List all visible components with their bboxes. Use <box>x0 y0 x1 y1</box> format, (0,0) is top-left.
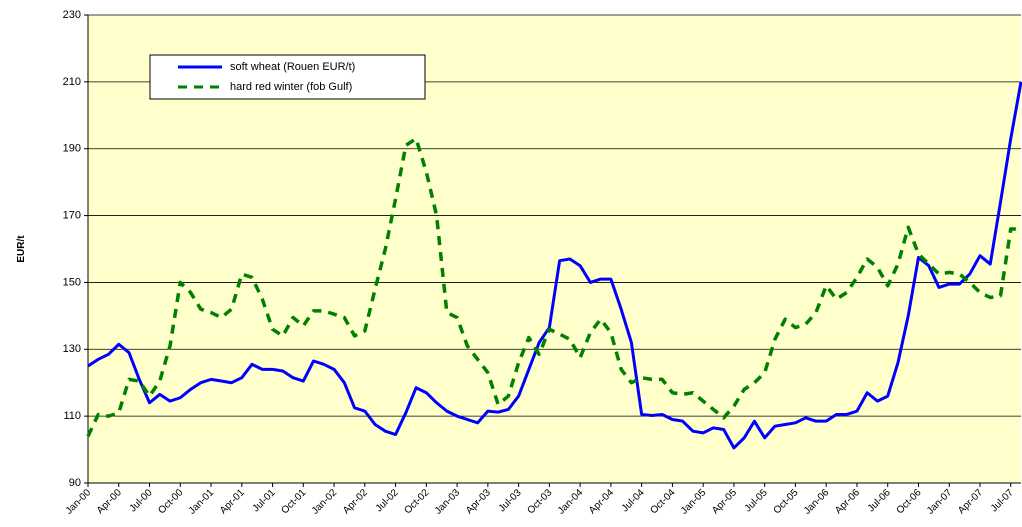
x-tick-label: Oct-01 <box>279 487 308 516</box>
x-tick-label: Oct-04 <box>649 487 678 516</box>
y-tick-label: 230 <box>63 9 81 21</box>
x-tick-label: Jul-01 <box>251 487 278 514</box>
legend-label: hard red winter (fob Gulf) <box>230 81 352 93</box>
legend-label: soft wheat (Rouen EUR/t) <box>230 61 355 73</box>
x-tick-label: Jul-05 <box>743 487 770 514</box>
x-tick-label: Jan-00 <box>64 487 94 517</box>
y-tick-label: 210 <box>63 76 81 88</box>
x-tick-label: Apr-04 <box>587 487 616 516</box>
x-tick-label: Jul-06 <box>866 487 893 514</box>
x-tick-label: Jul-04 <box>620 487 647 514</box>
y-tick-label: 170 <box>63 209 81 221</box>
legend-box <box>149 54 426 100</box>
x-tick-label: Apr-05 <box>710 487 739 516</box>
y-tick-label: 110 <box>63 410 81 422</box>
x-tick-label: Jan-07 <box>925 487 955 517</box>
x-tick-label: Apr-03 <box>464 487 493 516</box>
x-tick-label: Apr-02 <box>341 487 370 516</box>
y-tick-label: 90 <box>69 477 81 489</box>
x-tick-label: Apr-06 <box>833 487 862 516</box>
y-axis-label: EUR/t <box>16 235 27 263</box>
x-tick-label: Jul-02 <box>374 487 401 514</box>
x-tick-label: Apr-07 <box>956 487 985 516</box>
x-tick-label: Jul-03 <box>497 487 524 514</box>
x-tick-label: Apr-00 <box>95 487 124 516</box>
x-tick-label: Jul-07 <box>989 487 1016 514</box>
x-tick-label: Jul-00 <box>128 487 155 514</box>
x-tick-label: Oct-05 <box>772 487 801 516</box>
x-tick-label: Jan-03 <box>433 487 463 517</box>
x-tick-label: Jan-06 <box>802 487 832 517</box>
x-tick-label: Oct-03 <box>525 487 554 516</box>
x-tick-label: Jan-02 <box>310 487 340 517</box>
y-tick-label: 190 <box>63 143 81 155</box>
series-line <box>87 81 1022 450</box>
x-tick-label: Oct-02 <box>402 487 431 516</box>
y-tick-label: 150 <box>63 276 81 288</box>
x-tick-label: Jan-01 <box>187 487 217 517</box>
x-tick-label: Apr-01 <box>218 487 247 516</box>
x-tick-label: Jan-05 <box>679 487 709 517</box>
x-tick-label: Oct-06 <box>895 487 924 516</box>
x-tick-label: Jan-04 <box>556 487 586 517</box>
x-tick-label: Oct-00 <box>156 487 185 516</box>
y-tick-label: 130 <box>63 343 81 355</box>
